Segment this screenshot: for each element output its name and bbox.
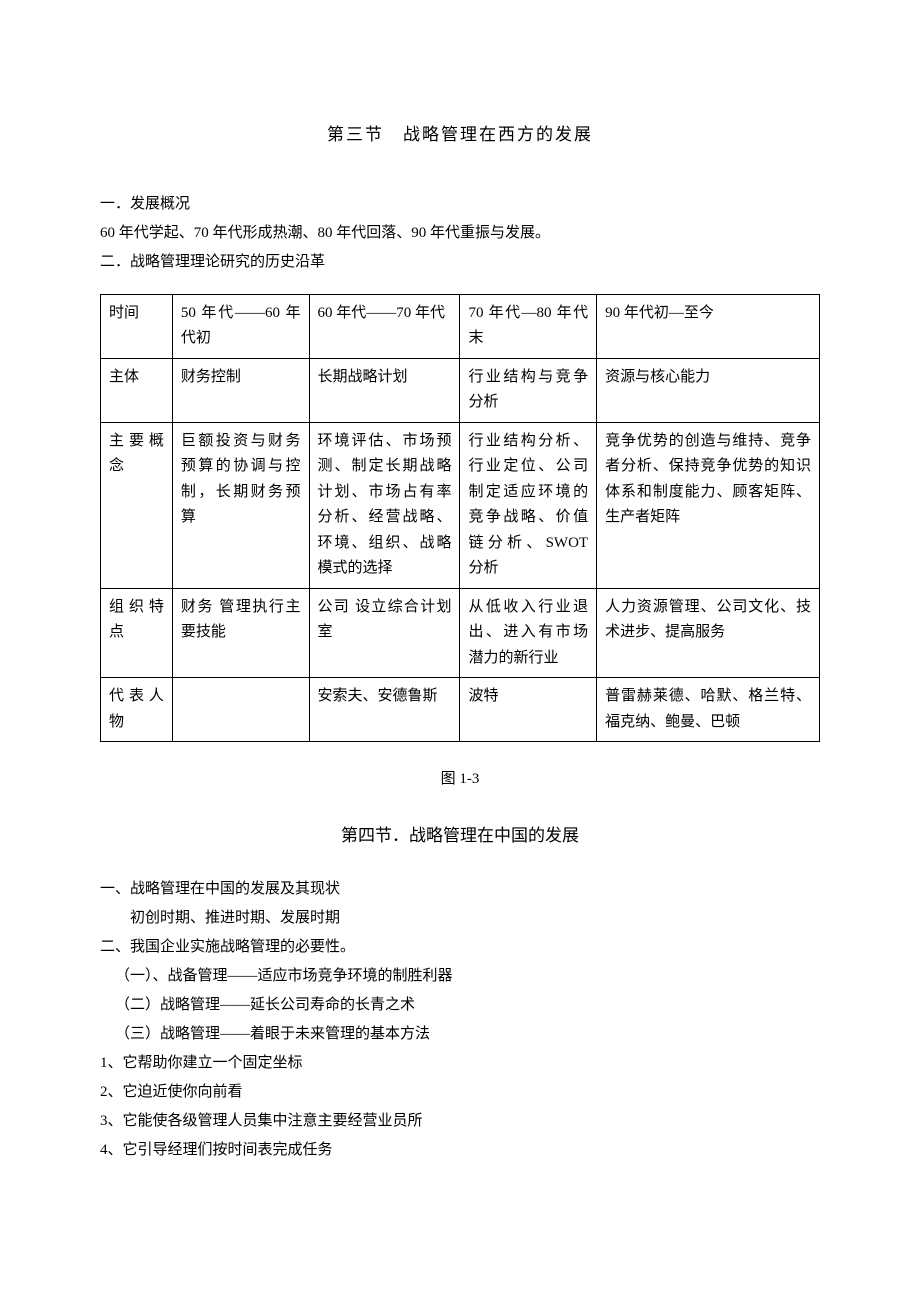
section4-line: 4、它引导经理们按时间表完成任务 (100, 1137, 820, 1164)
table-row: 组织特点财务 管理执行主要技能公司 设立综合计划室从低收入行业退出、进入有市场潜… (101, 588, 820, 678)
table-cell: 从低收入行业退出、进入有市场潜力的新行业 (460, 588, 597, 678)
table-cell: 安索夫、安德鲁斯 (309, 678, 460, 742)
table-cell: 波特 (460, 678, 597, 742)
section4-line: 3、它能使各级管理人员集中注意主要经营业员所 (100, 1108, 820, 1135)
table-cell: 时间 (101, 294, 173, 358)
section4-line: 2、它迫近使你向前看 (100, 1079, 820, 1106)
table-cell: 财务 管理执行主要技能 (172, 588, 309, 678)
table-cell: 50 年代——60 年代初 (172, 294, 309, 358)
history-table-wrap: 时间50 年代——60 年代初60 年代——70 年代70 年代—80 年代末9… (100, 294, 820, 743)
section4-title: 第四节．战略管理在中国的发展 (100, 821, 820, 852)
table-cell: 90 年代初—至今 (597, 294, 820, 358)
table-cell: 巨额投资与财务预算的协调与控制，长期财务预算 (172, 422, 309, 588)
table-cell: 组织特点 (101, 588, 173, 678)
table-cell: 竞争优势的创造与维持、竞争者分析、保持竞争优势的知识体系和制度能力、顾客矩阵、生… (597, 422, 820, 588)
figure-caption: 图 1-3 (100, 766, 820, 793)
table-cell: 代表人物 (101, 678, 173, 742)
table-cell: 行业结构与竞争分析 (460, 358, 597, 422)
table-row: 主要概念巨额投资与财务预算的协调与控制，长期财务预算环境评估、市场预测、制定长期… (101, 422, 820, 588)
table-cell: 60 年代——70 年代 (309, 294, 460, 358)
table-cell: 环境评估、市场预测、制定长期战略计划、市场占有率分析、经营战略、环境、组织、战略… (309, 422, 460, 588)
history-table: 时间50 年代——60 年代初60 年代——70 年代70 年代—80 年代末9… (100, 294, 820, 743)
table-cell (172, 678, 309, 742)
section3-line3: 二．战略管理理论研究的历史沿革 (100, 249, 820, 276)
section3-line2: 60 年代学起、70 年代形成热潮、80 年代回落、90 年代重振与发展。 (100, 220, 820, 247)
table-cell: 公司 设立综合计划室 (309, 588, 460, 678)
section4-line: 一、战略管理在中国的发展及其现状 (100, 876, 820, 903)
table-cell: 主体 (101, 358, 173, 422)
section4-line: （二）战略管理——延长公司寿命的长青之术 (100, 992, 820, 1019)
section4-line: 二、我国企业实施战略管理的必要性。 (100, 934, 820, 961)
section3-title: 第三节 战略管理在西方的发展 (100, 120, 820, 151)
table-cell: 行业结构分析、行业定位、公司制定适应环境的竞争战略、价值链分析、SWOT 分析 (460, 422, 597, 588)
table-cell: 普雷赫莱德、哈默、格兰特、福克纳、鲍曼、巴顿 (597, 678, 820, 742)
table-cell: 主要概念 (101, 422, 173, 588)
section4-line: 1、它帮助你建立一个固定坐标 (100, 1050, 820, 1077)
table-cell: 70 年代—80 年代末 (460, 294, 597, 358)
section4-body: 一、战略管理在中国的发展及其现状初创时期、推进时期、发展时期二、我国企业实施战略… (100, 876, 820, 1164)
table-cell: 财务控制 (172, 358, 309, 422)
section3-line1: 一．发展概况 (100, 191, 820, 218)
table-row: 代表人物 安索夫、安德鲁斯波特普雷赫莱德、哈默、格兰特、福克纳、鲍曼、巴顿 (101, 678, 820, 742)
table-cell: 人力资源管理、公司文化、技术进步、提高服务 (597, 588, 820, 678)
table-row: 主体财务控制长期战略计划行业结构与竞争分析资源与核心能力 (101, 358, 820, 422)
table-row: 时间50 年代——60 年代初60 年代——70 年代70 年代—80 年代末9… (101, 294, 820, 358)
table-cell: 长期战略计划 (309, 358, 460, 422)
section4-line: （三）战略管理——着眼于未来管理的基本方法 (100, 1021, 820, 1048)
section4-line: 初创时期、推进时期、发展时期 (100, 905, 820, 932)
table-cell: 资源与核心能力 (597, 358, 820, 422)
section4-line: （一）、战备管理——适应市场竞争环境的制胜利器 (100, 963, 820, 990)
